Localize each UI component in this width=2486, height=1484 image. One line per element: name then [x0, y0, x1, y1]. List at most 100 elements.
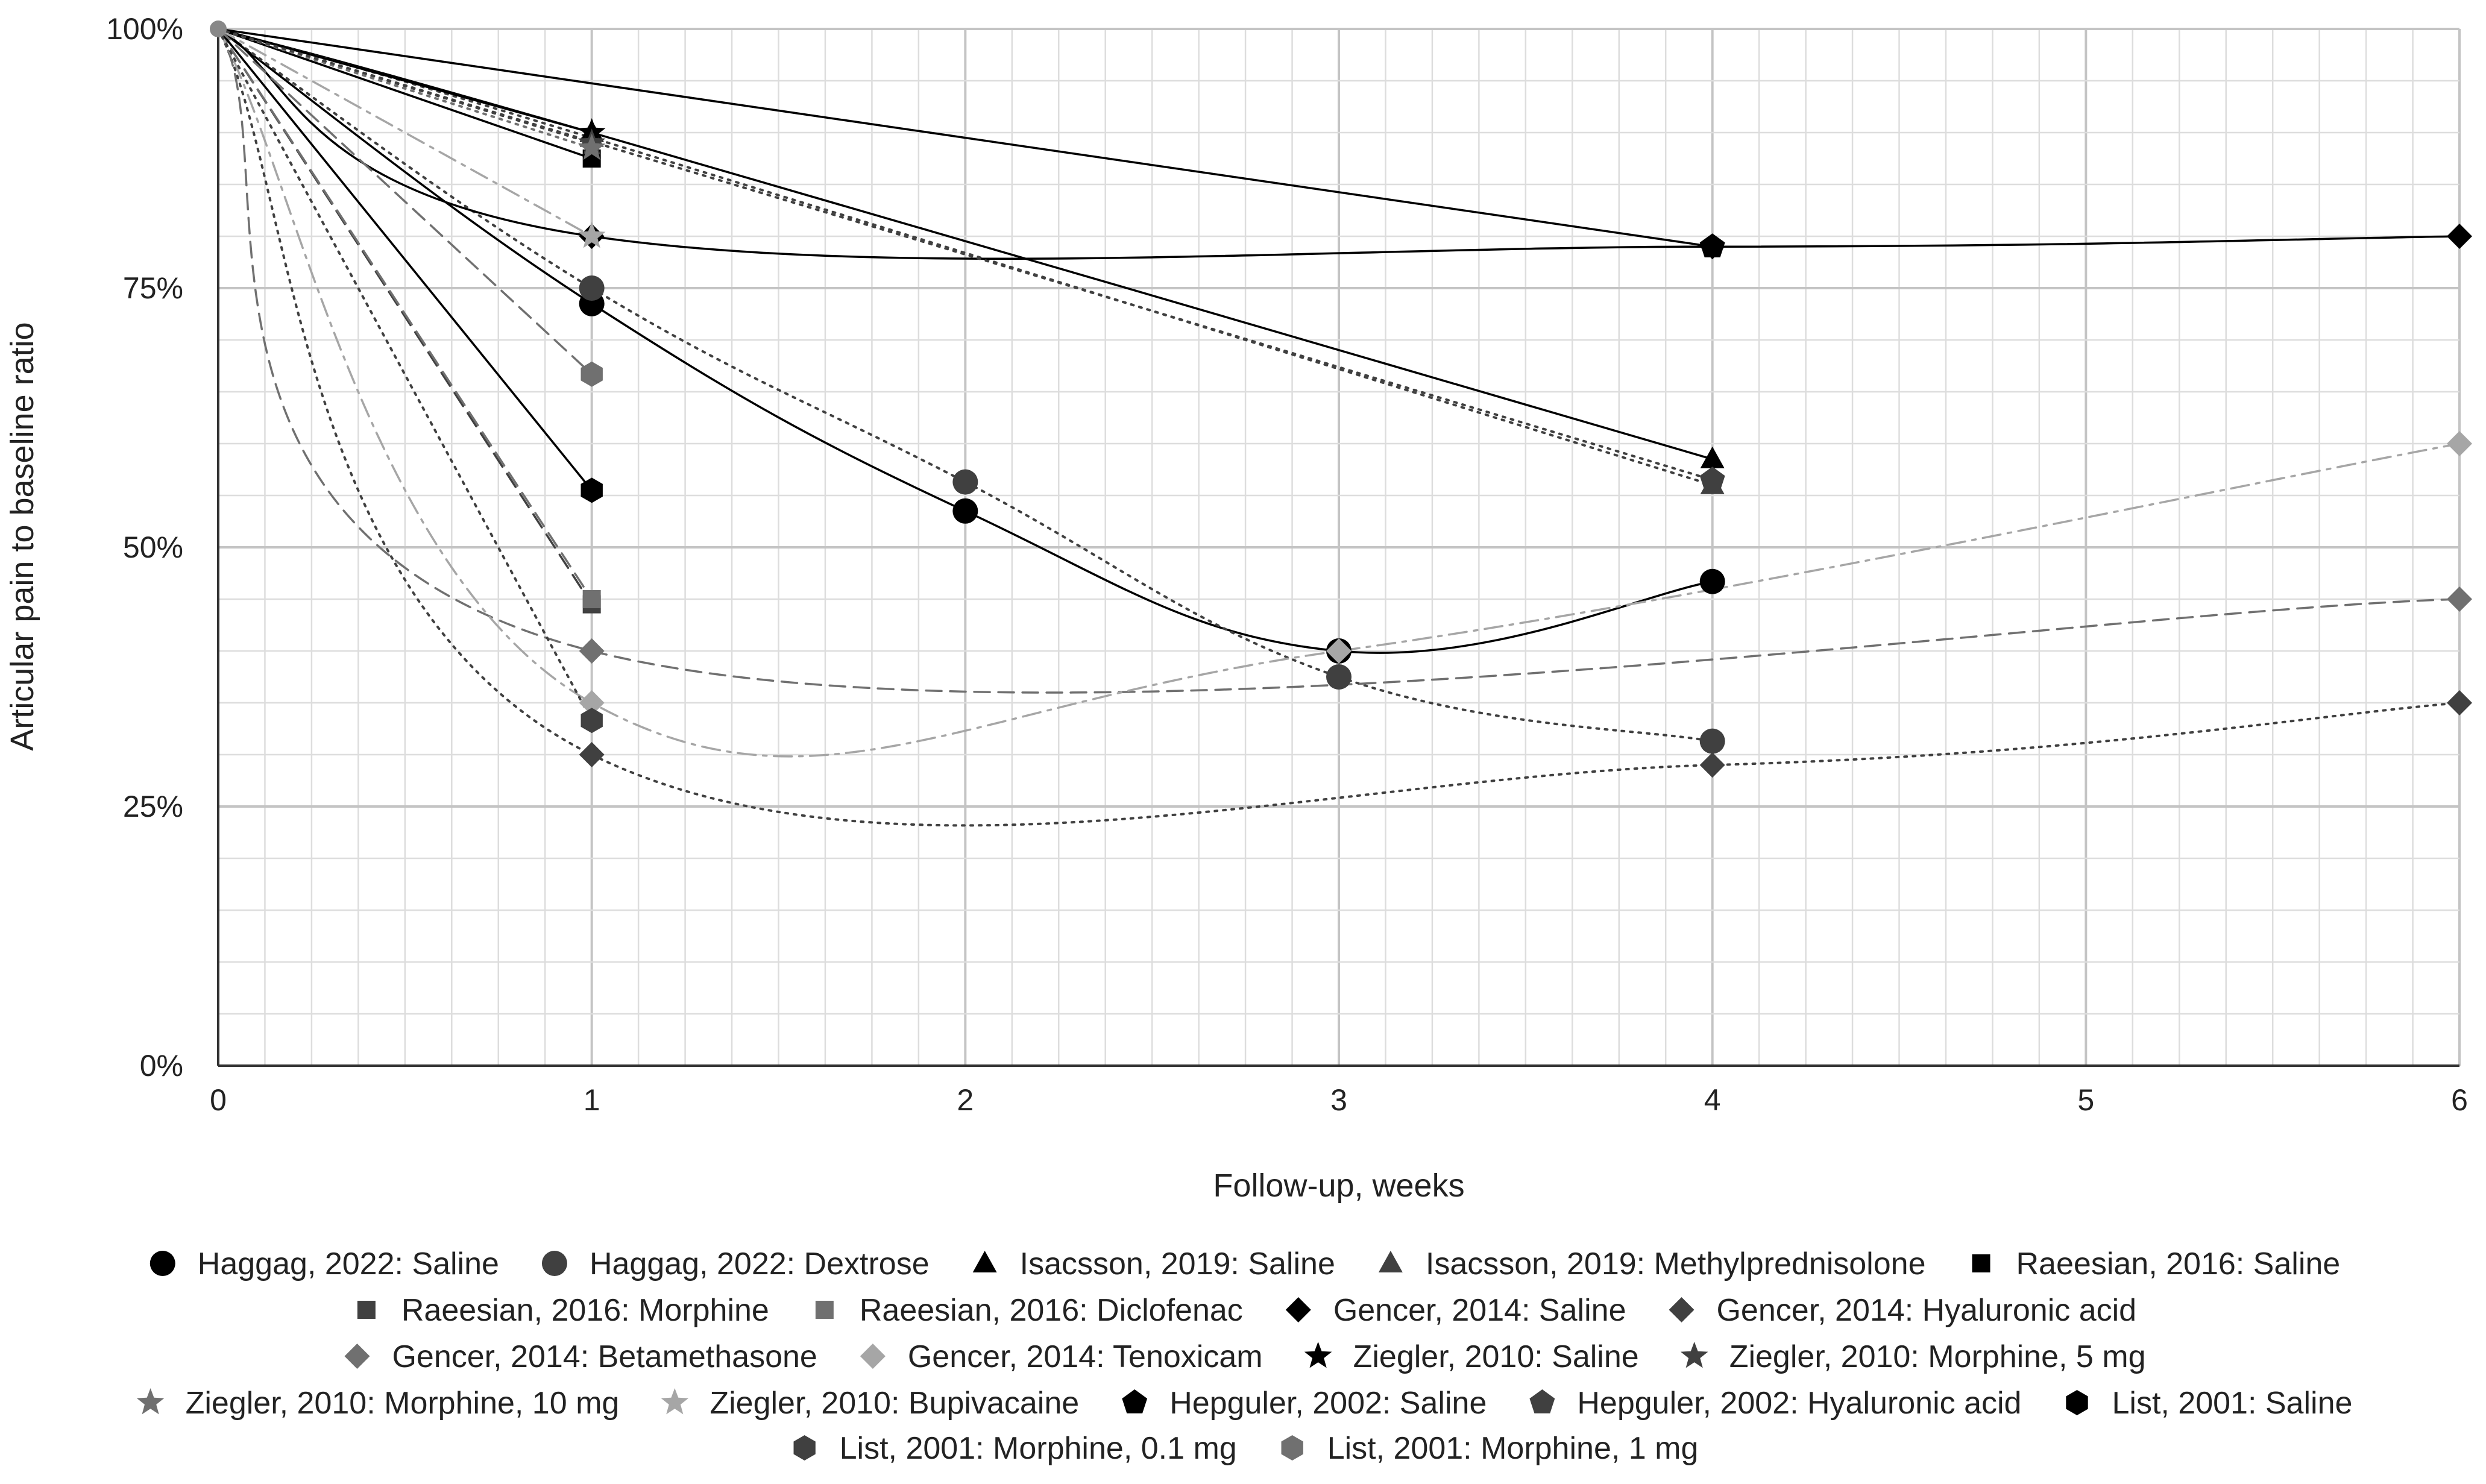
legend-item: Ziegler, 2010: Morphine, 10 mg [136, 1386, 620, 1421]
x-tick-label: 2 [957, 1083, 974, 1117]
y-tick-label: 100% [106, 12, 183, 46]
legend-item: Ziegler, 2010: Morphine, 5 mg [1680, 1339, 2146, 1374]
legend-item: Raeesian, 2016: Diclofenac [815, 1293, 1243, 1328]
data-point-series-19 [581, 708, 603, 734]
axes [217, 29, 2459, 1067]
data-point-series-7 [582, 590, 601, 608]
data-point-series-1 [1699, 568, 1725, 594]
x-tick-label: 1 [584, 1083, 600, 1117]
x-tick-label: 6 [2451, 1083, 2468, 1117]
legend-label: List, 2001: Saline [2112, 1386, 2352, 1421]
legend-label: Raeesian, 2016: Diclofenac [860, 1293, 1243, 1328]
legend-marker [793, 1435, 816, 1460]
data-point-series-15 [577, 222, 606, 248]
legend-marker [357, 1301, 376, 1319]
legend-marker [972, 1251, 997, 1272]
legend-item: List, 2001: Morphine, 1 mg [1281, 1431, 1699, 1466]
series-line-7 [217, 28, 593, 600]
legend-label: Gencer, 2014: Hyaluronic acid [1716, 1293, 2136, 1328]
tick-labels: 0 1 2 3 4 5 6 0% 25% 50% 75% 100% [106, 12, 2468, 1117]
legend-marker [1304, 1342, 1332, 1368]
y-axis-title: Articular pain to baseline ratio [4, 322, 40, 750]
legend-label: List, 2001: Morphine, 1 mg [1327, 1431, 1699, 1466]
legend-label: Raeesian, 2016: Morphine [401, 1293, 769, 1328]
data-markers [210, 20, 2472, 778]
legend-label: Gencer, 2014: Tenoxicam [908, 1339, 1263, 1374]
legend-marker [661, 1388, 689, 1415]
legend-label: Isacsson, 2019: Methylprednisolone [1426, 1247, 1926, 1281]
data-point-series-3 [1700, 446, 1725, 468]
legend-label: Haggag, 2022: Saline [198, 1247, 499, 1281]
legend-label: Isacsson, 2019: Saline [1020, 1247, 1335, 1281]
legend-label: Ziegler, 2010: Saline [1353, 1339, 1639, 1374]
legend-label: Ziegler, 2010: Morphine, 10 mg [186, 1386, 620, 1421]
series-lines [217, 28, 2461, 827]
data-point-series-10 [579, 638, 605, 664]
y-tick-label: 75% [123, 271, 183, 305]
series-line-2 [217, 28, 1714, 743]
series-line-20 [217, 28, 593, 376]
legend-item: Gencer, 2014: Betamethasone [344, 1339, 817, 1374]
legend: Haggag, 2022: Saline Haggag, 2022: Dextro… [136, 1247, 2352, 1466]
legend-label: Haggag, 2022: Dextrose [590, 1247, 930, 1281]
legend-label: Ziegler, 2010: Bupivacaine [710, 1386, 1079, 1421]
series-line-14 [217, 28, 593, 149]
series-line-6 [217, 28, 593, 606]
legend-item: Isacsson, 2019: Saline [972, 1247, 1335, 1281]
legend-item: Hepguler, 2002: Hyaluronic acid [1529, 1386, 2021, 1421]
legend-marker [1972, 1254, 1990, 1272]
series-line-12 [217, 28, 593, 134]
data-point-series-2 [579, 275, 605, 301]
legend-marker [136, 1388, 165, 1415]
series-line-9 [217, 28, 2461, 827]
data-point-series-10 [2447, 586, 2472, 612]
legend-marker [1529, 1389, 1555, 1413]
legend-label: Hepguler, 2002: Saline [1169, 1386, 1487, 1421]
data-point-series-9 [2447, 690, 2472, 715]
x-axis-title: Follow-up, weeks [1213, 1168, 1464, 1204]
data-point-series-9 [1699, 752, 1725, 778]
series-line-18 [217, 28, 593, 492]
legend-item: Ziegler, 2010: Saline [1304, 1339, 1639, 1374]
legend-item: Gencer, 2014: Tenoxicam [860, 1339, 1263, 1374]
legend-marker [1378, 1251, 1403, 1272]
legend-marker [860, 1344, 886, 1369]
legend-item: List, 2001: Morphine, 0.1 mg [793, 1431, 1237, 1466]
series-line-5 [217, 28, 593, 160]
x-tick-label: 0 [210, 1083, 227, 1117]
x-tick-label: 5 [2077, 1083, 2094, 1117]
legend-item: Ziegler, 2010: Bupivacaine [661, 1386, 1079, 1421]
legend-label: Hepguler, 2002: Hyaluronic acid [1577, 1386, 2021, 1421]
legend-label: Raeesian, 2016: Saline [2016, 1247, 2341, 1281]
series-line-4 [217, 28, 1714, 486]
legend-marker [344, 1344, 370, 1369]
data-point-series-1 [952, 498, 978, 524]
legend-item: Haggag, 2022: Dextrose [541, 1247, 930, 1281]
legend-item: Raeesian, 2016: Morphine [357, 1293, 769, 1328]
y-tick-label: 0% [140, 1049, 183, 1083]
legend-marker [1285, 1297, 1311, 1322]
series-line-11 [217, 28, 2461, 758]
x-tick-label: 3 [1330, 1083, 1347, 1117]
data-point-series-17 [1699, 467, 1725, 491]
data-point-series-8 [2447, 224, 2472, 249]
series-line-8 [217, 28, 2461, 260]
legend-marker [541, 1251, 567, 1276]
data-point-series-11 [579, 690, 605, 715]
legend-item: Isacsson, 2019: Methylprednisolone [1378, 1247, 1926, 1281]
legend-label: Gencer, 2014: Betamethasone [392, 1339, 817, 1374]
legend-label: Ziegler, 2010: Morphine, 5 mg [1729, 1339, 2146, 1374]
data-point-series-9 [579, 742, 605, 767]
legend-label: Gencer, 2014: Saline [1333, 1293, 1626, 1328]
legend-item: Raeesian, 2016: Saline [1972, 1247, 2341, 1281]
data-point-series-2 [952, 469, 978, 495]
legend-marker [2066, 1390, 2088, 1415]
legend-marker [1669, 1297, 1695, 1322]
series-line-16 [217, 28, 1714, 248]
data-point-series-2 [1326, 664, 1352, 690]
data-point-series-11 [1326, 638, 1352, 664]
series-line-10 [217, 28, 2461, 694]
x-tick-label: 4 [1704, 1083, 1721, 1117]
